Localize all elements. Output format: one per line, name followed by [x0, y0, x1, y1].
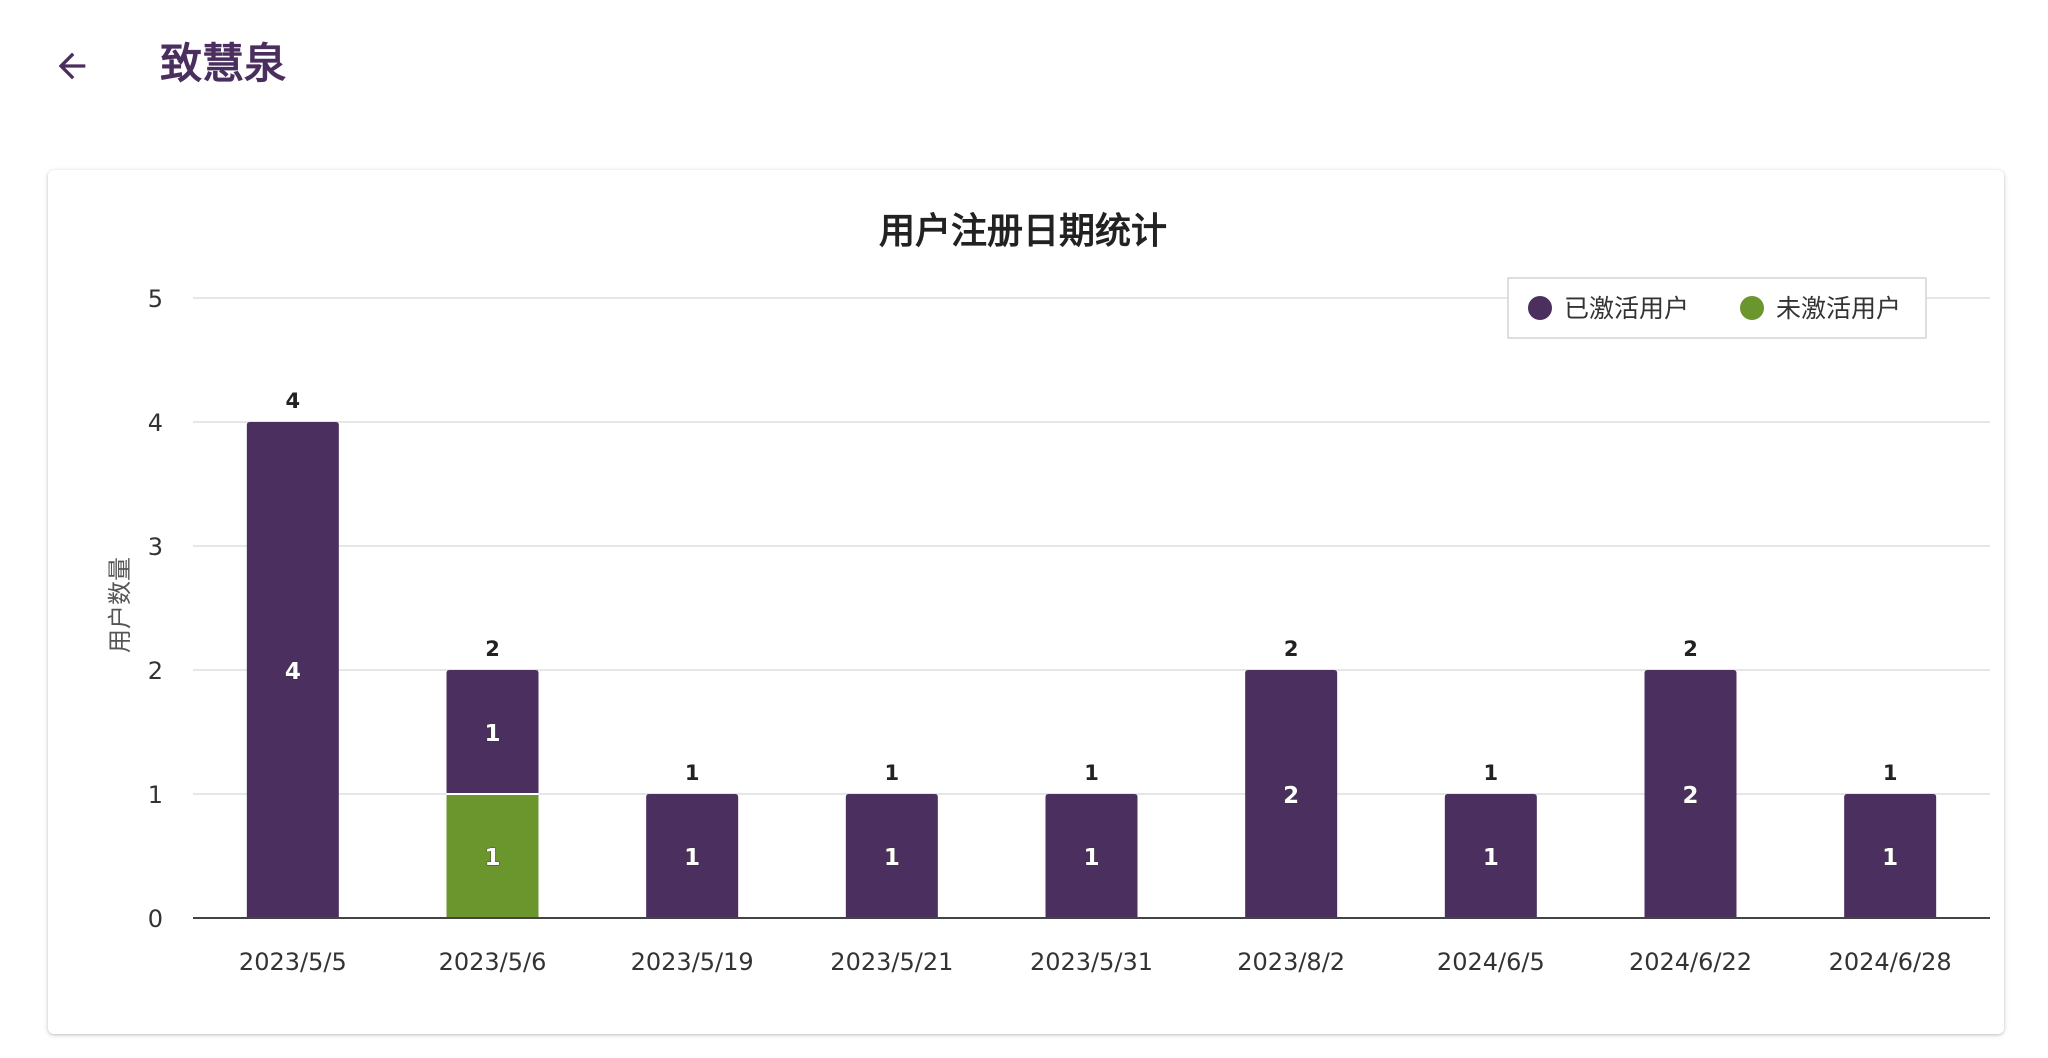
bar-segment-activated[interactable] — [1045, 794, 1138, 918]
segment-value-label: 1 — [484, 721, 500, 747]
bar-segment-activated[interactable] — [1844, 794, 1937, 918]
x-tick-label: 2024/6/22 — [1629, 948, 1752, 976]
segment-value-label: 1 — [1483, 845, 1499, 871]
segment-value-label: 2 — [1682, 783, 1698, 809]
back-button[interactable] — [44, 38, 100, 94]
y-tick-label: 5 — [148, 285, 163, 313]
legend-swatch — [1528, 296, 1552, 320]
bar-total-label: 2 — [485, 637, 500, 661]
data-labels: 4 4 1 1 2 1 1 1 1 1 1 2 2 1 1 2 2 1 1 — [284, 389, 1898, 871]
bar-segment-activated[interactable] — [1245, 670, 1338, 918]
y-axis-ticks: 0 1 2 3 4 5 — [148, 285, 163, 933]
y-tick-label: 4 — [148, 409, 163, 437]
bar-segment-activated[interactable] — [646, 794, 739, 918]
y-tick-label: 0 — [148, 905, 163, 933]
bar-total-label: 1 — [1084, 761, 1099, 785]
bar-segment-activated[interactable] — [845, 794, 938, 918]
x-tick-label: 2023/8/2 — [1237, 948, 1345, 976]
bar-segment-activated[interactable] — [446, 670, 539, 794]
bar-total-label: 1 — [1883, 761, 1898, 785]
legend[interactable]: 已激活用户 未激活用户 — [1507, 277, 1927, 339]
segment-value-label: 1 — [884, 845, 900, 871]
segment-value-label: 1 — [1882, 845, 1898, 871]
x-axis-ticks: 2023/5/5 2023/5/6 2023/5/19 2023/5/21 2023/5… — [239, 948, 1952, 976]
x-tick-label: 2023/5/21 — [830, 948, 953, 976]
x-tick-label: 2023/5/19 — [631, 948, 754, 976]
bars — [246, 422, 1937, 918]
segment-value-label: 1 — [684, 845, 700, 871]
legend-label[interactable]: 已激活用户 — [1564, 294, 1689, 323]
arrow-left-icon — [58, 52, 86, 80]
segment-value-label: 2 — [1283, 783, 1299, 809]
chart-title: 用户注册日期统计 — [879, 211, 1167, 252]
bar-total-label: 1 — [685, 761, 700, 785]
bar-total-label: 1 — [885, 761, 900, 785]
registration-chart: 用户注册日期统计 0 1 2 3 4 5 用户数量 4 4 1 1 2 1 1 1 1 1 1 2 2 1 1 2 2 1 1… — [106, 211, 1990, 976]
bar-total-label: 2 — [1683, 637, 1698, 661]
bar-segment-not-activated[interactable] — [446, 794, 539, 918]
bar-total-label: 1 — [1484, 761, 1499, 785]
bar-segment-activated[interactable] — [246, 422, 339, 918]
bar-total-label: 4 — [286, 389, 301, 413]
segment-value-label: 1 — [484, 845, 500, 871]
page-title: 致慧泉 — [160, 39, 287, 88]
chart-card: 用户注册日期统计 0 1 2 3 4 5 用户数量 4 4 1 1 2 1 1 1 1 1 1 2 2 1 1 2 2 1 1… — [48, 170, 2004, 1034]
bar-total-label: 2 — [1284, 637, 1299, 661]
segment-value-label: 4 — [285, 659, 301, 685]
segment-value-label: 1 — [1083, 845, 1099, 871]
y-tick-label: 3 — [148, 533, 163, 561]
x-tick-label: 2024/6/5 — [1437, 948, 1545, 976]
y-tick-label: 2 — [148, 657, 163, 685]
legend-box — [1507, 277, 1927, 339]
y-tick-label: 1 — [148, 781, 163, 809]
legend-label[interactable]: 未激活用户 — [1776, 294, 1901, 323]
bar-segment-activated[interactable] — [1644, 670, 1737, 918]
top-bar: 致慧泉 — [0, 0, 2048, 130]
x-tick-label: 2023/5/6 — [439, 948, 547, 976]
bar-segment-activated[interactable] — [1444, 794, 1537, 918]
x-tick-label: 2023/5/5 — [239, 948, 347, 976]
legend-swatch — [1740, 296, 1764, 320]
x-tick-label: 2023/5/31 — [1030, 948, 1153, 976]
x-tick-label: 2024/6/28 — [1829, 948, 1952, 976]
y-axis-label: 用户数量 — [106, 557, 134, 653]
